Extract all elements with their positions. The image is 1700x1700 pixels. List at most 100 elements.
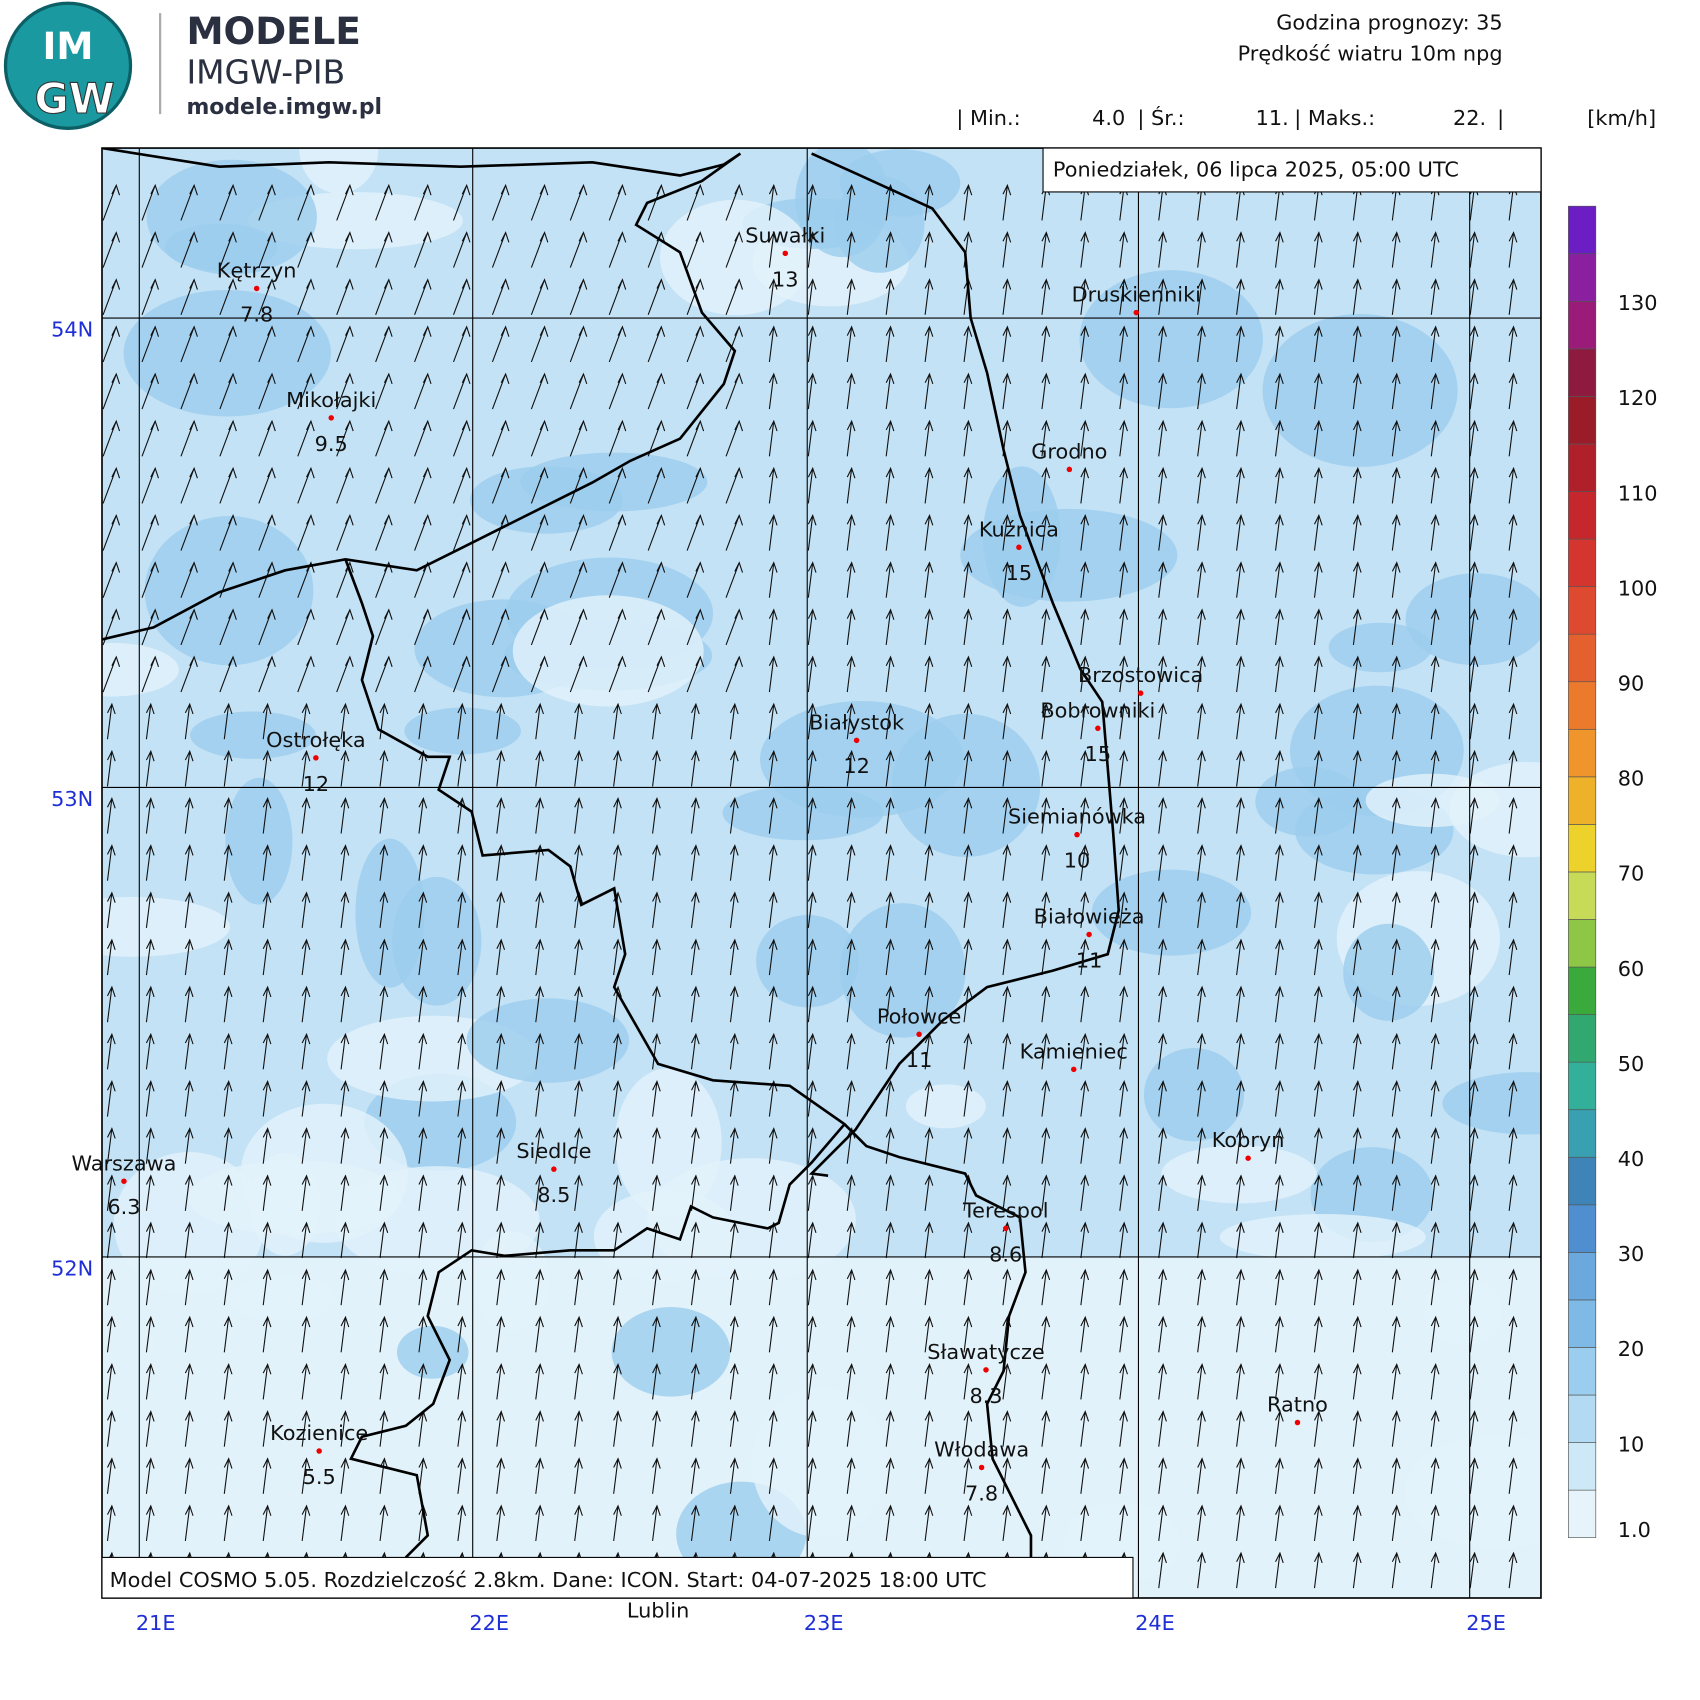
colorbar-band (1568, 1442, 1597, 1491)
wind-arrow (1391, 561, 1401, 598)
wind-arrow (301, 1410, 311, 1447)
wind-arrow (145, 1362, 155, 1400)
wind-arrow (1508, 1127, 1518, 1164)
wind-arrow (457, 1410, 467, 1447)
wind-arrow (379, 1032, 389, 1070)
wind-arrow (1002, 1504, 1012, 1542)
wind-arrow (1430, 749, 1440, 787)
wind-arrow (141, 278, 160, 315)
wind-arrow (768, 1079, 778, 1117)
wind-arrow (963, 1362, 973, 1400)
wind-arrow (530, 231, 549, 268)
colorbar-tick-label: 90 (1618, 671, 1645, 695)
wind-arrow (1275, 985, 1284, 1023)
wind-arrow (885, 702, 895, 740)
wind-arrow (1352, 1032, 1362, 1070)
wind-arrow (1430, 891, 1440, 928)
wind-arrow (1119, 561, 1129, 598)
stat-value: 4.0 (1092, 106, 1125, 130)
wind-arrow (885, 231, 895, 268)
wind-arrow (1391, 655, 1401, 693)
colorbar-band (1568, 1204, 1597, 1253)
wind-arrow (1236, 797, 1245, 834)
wind-arrow (1002, 938, 1012, 976)
wind-arrow (496, 1079, 506, 1117)
wind-arrow (690, 702, 700, 740)
wind-arrow (1313, 231, 1323, 268)
wind-arrow (1313, 419, 1323, 457)
wind-arrow (686, 372, 705, 410)
wind-arrow (1236, 1551, 1245, 1589)
wind-arrow (262, 702, 272, 740)
wind-arrow (414, 372, 432, 410)
wind-arrow (535, 1457, 544, 1494)
date-box (1042, 147, 1542, 193)
wind-arrow (846, 372, 856, 410)
field-patch (1405, 1434, 1541, 1549)
city-value: 15 (1085, 742, 1112, 766)
wind-arrow (1352, 466, 1362, 504)
wind-arrow (1469, 1127, 1479, 1164)
wind-arrow (1313, 608, 1323, 645)
wind-arrow (686, 278, 705, 315)
wind-arrow (1236, 1268, 1245, 1306)
wind-arrow (652, 1504, 661, 1542)
wind-arrow (379, 1504, 389, 1542)
wind-arrow (846, 655, 856, 693)
wind-arrow (297, 514, 315, 551)
wind-arrow (1158, 608, 1167, 645)
wind-arrow (496, 1410, 506, 1447)
wind-arrow (807, 1127, 817, 1164)
wind-arrow (1508, 372, 1518, 410)
wind-arrow (457, 1174, 467, 1211)
wind-arrow (768, 749, 778, 787)
wind-arrow (1391, 372, 1401, 410)
wind-arrow (1469, 938, 1479, 976)
wind-arrow (336, 325, 354, 363)
city-dot (253, 285, 260, 292)
colorbar-tick-label: 50 (1618, 1052, 1645, 1076)
wind-arrow (340, 1362, 350, 1400)
colorbar-tick-label: 20 (1618, 1337, 1645, 1361)
wind-arrow (963, 1032, 973, 1070)
wind-arrow (1469, 1032, 1479, 1070)
wind-arrow (807, 278, 817, 315)
wind-arrow (768, 1410, 778, 1447)
wind-arrow (1197, 844, 1206, 881)
wind-arrow (262, 1410, 272, 1447)
wind-arrow (1352, 1551, 1362, 1589)
wind-arrow (180, 419, 198, 457)
wind-arrow (1080, 1315, 1090, 1353)
field-patch (1143, 1047, 1245, 1142)
wind-arrow (807, 1315, 817, 1353)
wind-arrow (569, 561, 588, 598)
wind-arrow (145, 1268, 155, 1306)
wind-arrow (1313, 1174, 1323, 1211)
wind-arrow (652, 1079, 661, 1117)
wind-arrow (613, 1127, 622, 1164)
wind-arrow (141, 231, 160, 268)
wind-arrow (375, 655, 393, 693)
wind-arrow (1352, 985, 1362, 1023)
wind-arrow (180, 231, 198, 268)
wind-arrow (885, 419, 895, 457)
wind-arrow (613, 1504, 622, 1542)
city-name: Kozienice (270, 1421, 368, 1445)
field-patch (299, 148, 379, 194)
colorbar-band (1568, 966, 1597, 1015)
wind-arrow (491, 419, 510, 457)
wind-arrow (807, 183, 817, 221)
wind-arrow (496, 1504, 506, 1542)
wind-arrow (418, 1032, 428, 1070)
wind-arrow (574, 1032, 583, 1070)
wind-arrow (379, 891, 389, 928)
city-name: Białowieża (1034, 904, 1145, 928)
wind-arrow (1158, 1174, 1167, 1211)
wind-arrow (340, 1221, 350, 1259)
wind-arrow (1197, 655, 1206, 693)
colorbar-band (1568, 681, 1597, 730)
wind-arrow (963, 1079, 973, 1117)
wind-arrow (1197, 938, 1206, 976)
wind-arrow (807, 419, 817, 457)
wind-arrow (496, 844, 506, 881)
